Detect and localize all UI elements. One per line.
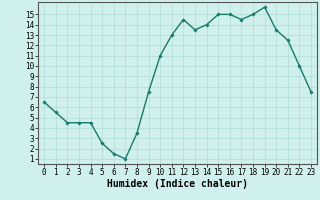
X-axis label: Humidex (Indice chaleur): Humidex (Indice chaleur) [107, 179, 248, 189]
